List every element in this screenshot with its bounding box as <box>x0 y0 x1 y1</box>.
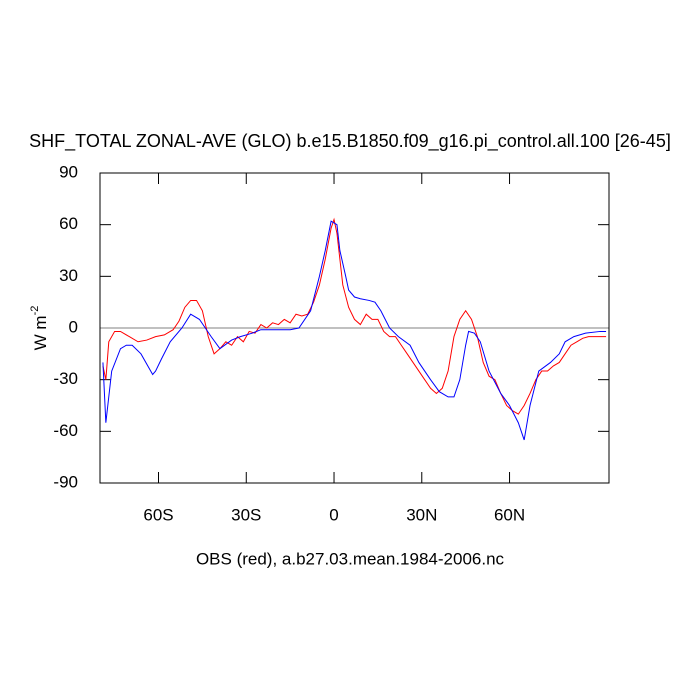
chart-title: SHF_TOTAL ZONAL-AVE (GLO) b.e15.B1850.f0… <box>29 131 671 152</box>
y-tick-label: -30 <box>53 369 78 388</box>
y-tick-label: -90 <box>53 472 78 491</box>
y-axis-label-text: W m <box>31 315 50 350</box>
y-tick-label: -60 <box>53 421 78 440</box>
y-tick-label: 60 <box>59 214 78 233</box>
y-axis-label-exponent: -2 <box>29 306 41 316</box>
x-tick-label: 60S <box>143 505 173 524</box>
x-tick-label: 30N <box>406 505 437 524</box>
y-axis-label: W m-2 <box>29 306 51 351</box>
x-tick-label: 60N <box>494 505 525 524</box>
plot-frame <box>99 172 610 484</box>
series-line <box>102 217 607 415</box>
x-tick-label: 30S <box>231 505 261 524</box>
y-tick-label: 90 <box>59 162 78 181</box>
caption: OBS (red), a.b27.03.mean.1984-2006.nc <box>196 549 505 568</box>
y-tick-label: 30 <box>59 266 78 285</box>
y-tick-label: 0 <box>69 317 78 336</box>
series-line <box>102 220 607 441</box>
x-tick-label: 0 <box>329 505 338 524</box>
